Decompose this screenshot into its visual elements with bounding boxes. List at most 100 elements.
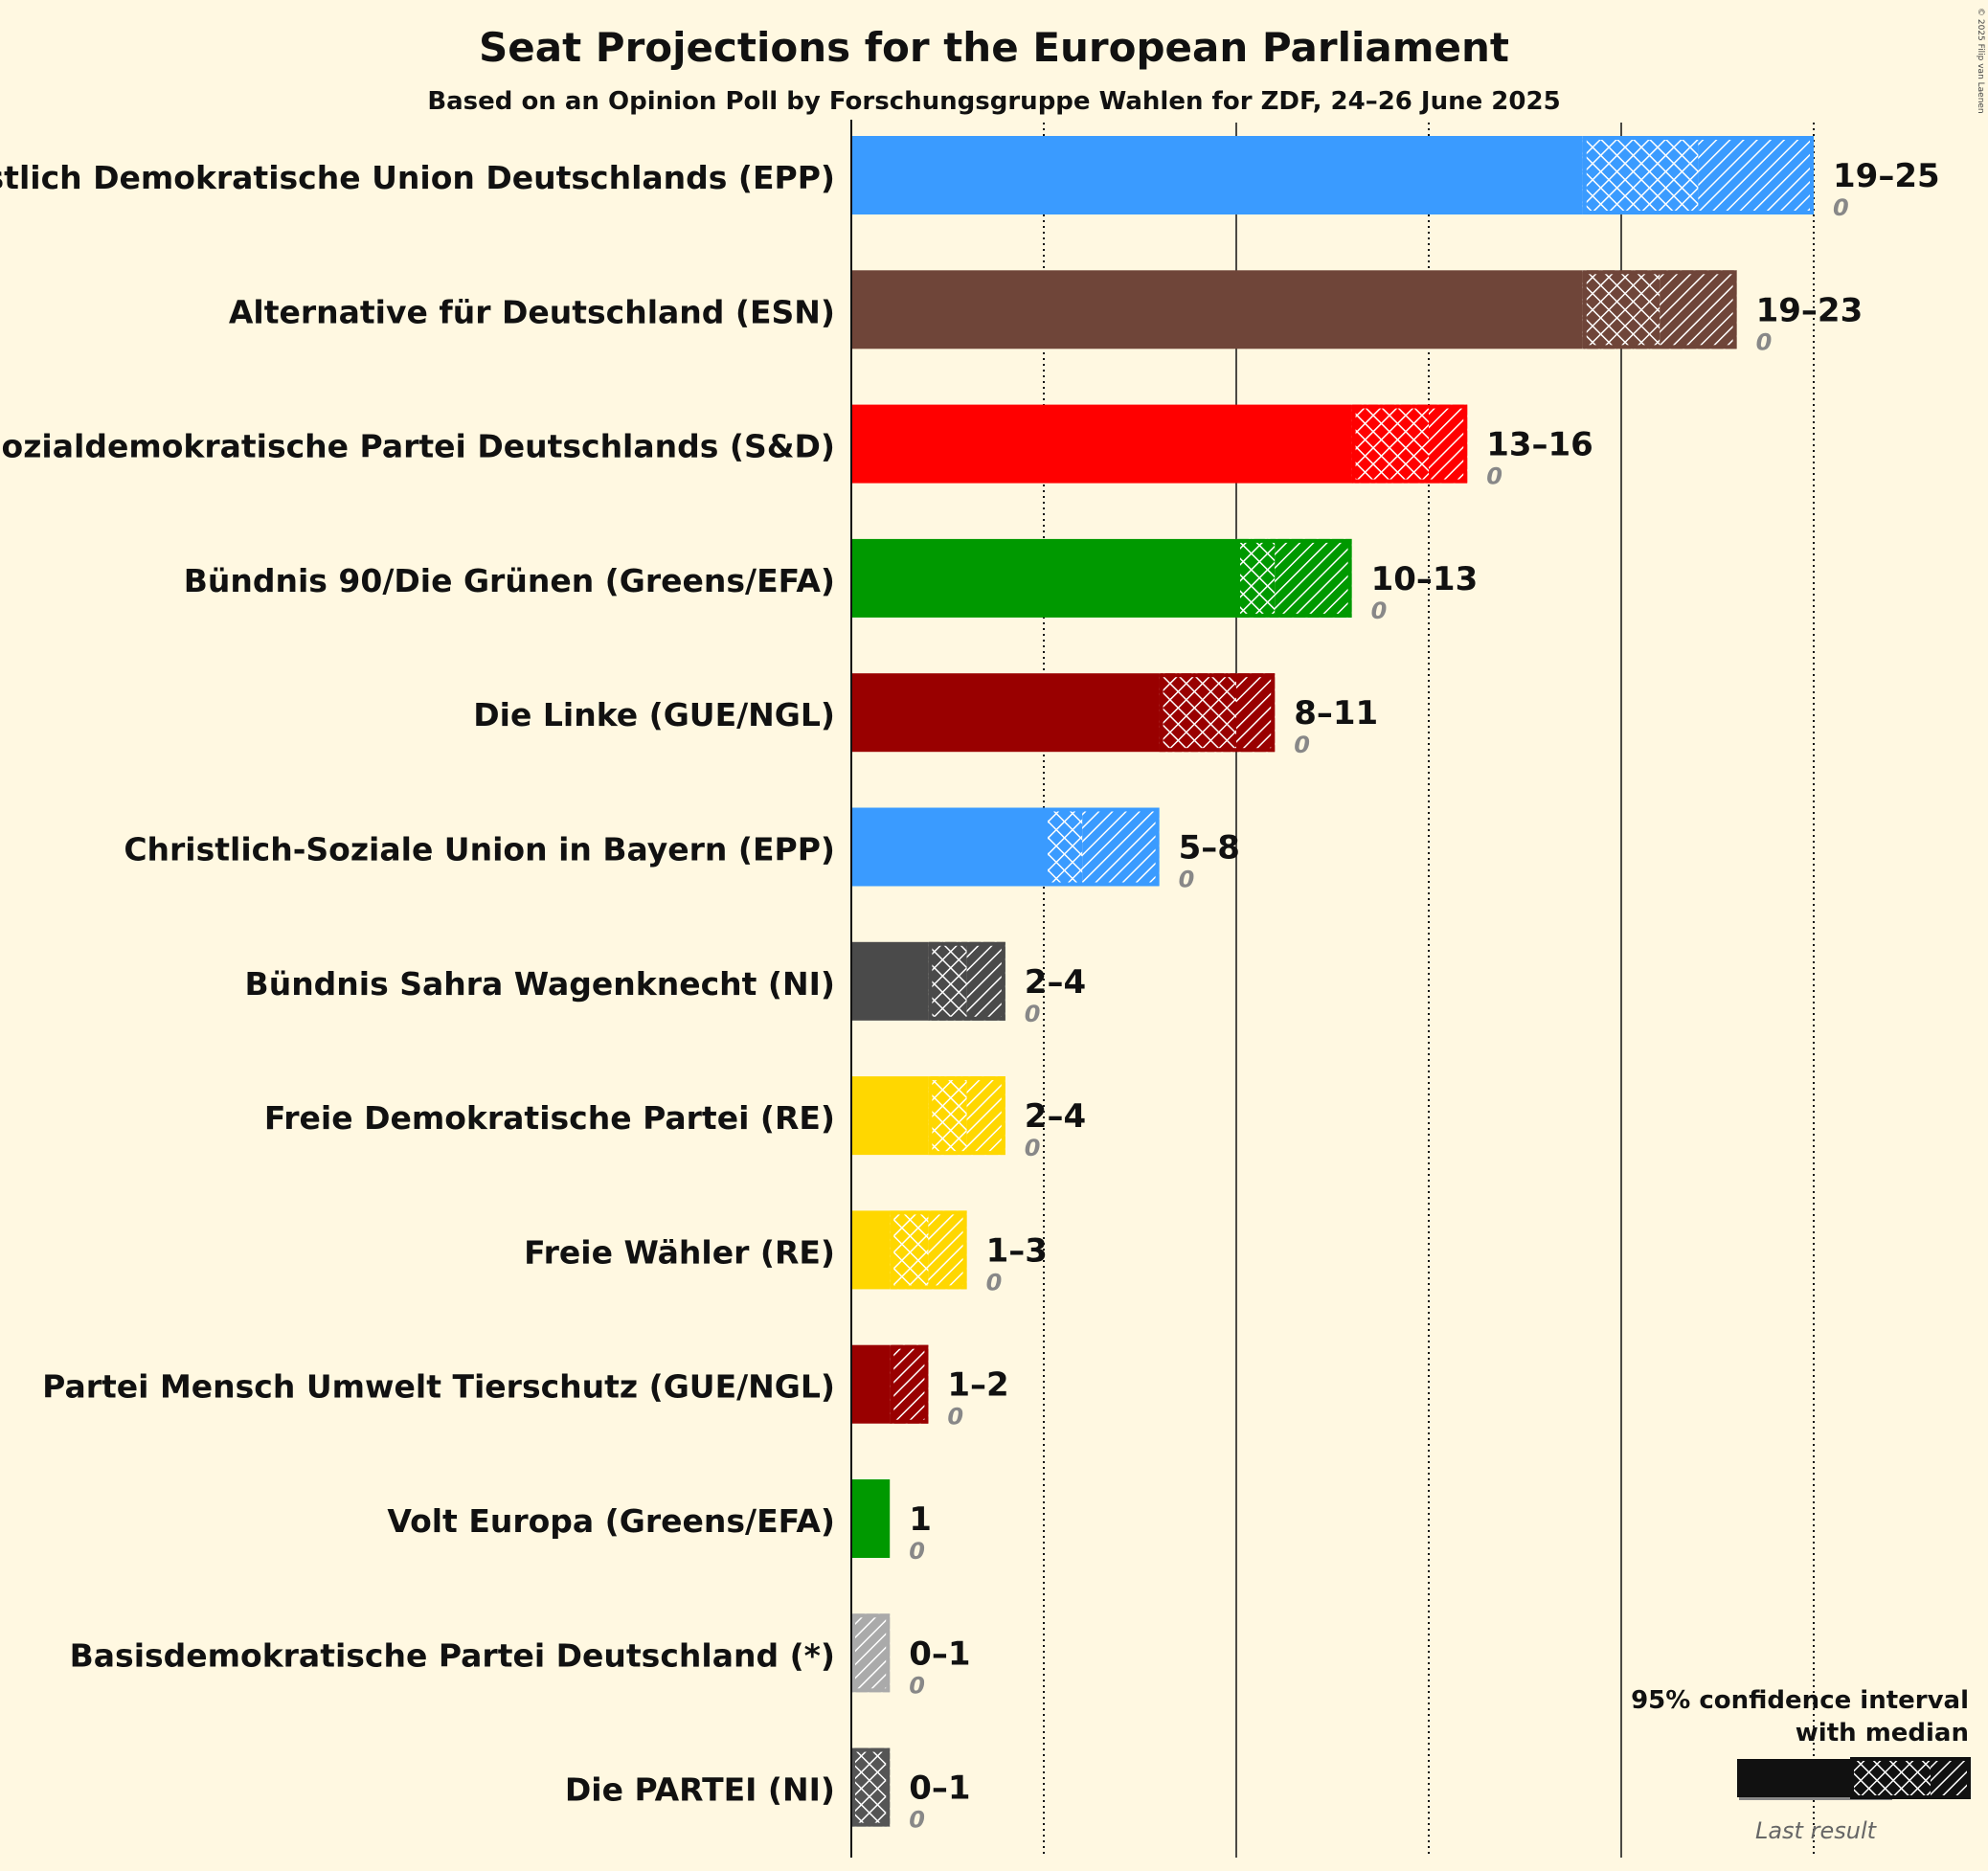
party-row: Christlich-Soziale Union in Bayern (EPP)…: [124, 807, 1240, 893]
bar-interval-outline: [928, 941, 1005, 1021]
last-result-label: 0: [909, 1672, 925, 1699]
last-result-label: 0: [1756, 328, 1773, 355]
range-label: 2–4: [1025, 963, 1086, 1002]
range-label: 2–4: [1025, 1097, 1086, 1136]
party-label: Bündnis 90/Die Grünen (Greens/EFA): [184, 562, 835, 599]
bar-solid: [851, 807, 1044, 887]
party-label: Christlich Demokratische Union Deutschla…: [0, 159, 835, 196]
last-result-label: 0: [1833, 194, 1849, 221]
bar-solid: [851, 941, 929, 1021]
bar-stripes: [1429, 404, 1468, 484]
bar-interval-outline: [1044, 807, 1160, 887]
last-result-label: 0: [1371, 597, 1388, 624]
legend-swatch-outline: [1850, 1757, 1971, 1799]
party-label: Partei Mensch Umwelt Tierschutz (GUE/NGL…: [42, 1368, 835, 1406]
party-label: Volt Europa (Greens/EFA): [387, 1502, 835, 1540]
party-row: Basisdemokratische Partei Deutschland (*…: [70, 1613, 971, 1699]
bar-interval-outline: [851, 1747, 891, 1827]
legend-crosshatch-swatch: [1852, 1759, 1931, 1797]
bar-interval-outline: [1582, 270, 1737, 349]
bar-stripes: [1236, 673, 1276, 753]
last-result-label: 0: [986, 1269, 1003, 1296]
bar-stripes: [1698, 136, 1814, 214]
bar-crosshatch: [928, 941, 967, 1021]
party-row: Bündnis 90/Die Grünen (Greens/EFA) 10–130: [184, 538, 1478, 624]
bar-solid: [851, 673, 1160, 753]
bar-solid: [851, 1076, 929, 1156]
legend-title-line1: 95% confidence interval: [1631, 1686, 1969, 1715]
last-result-label: 0: [1486, 463, 1502, 490]
party-row: Partei Mensch Umwelt Tierschutz (GUE/NGL…: [42, 1344, 1009, 1431]
bar-crosshatch: [890, 1210, 929, 1290]
party-row: Freie Demokratische Partei (RE) 2–40: [264, 1076, 1086, 1161]
chart-subtitle: Based on an Opinion Poll by Forschungsgr…: [427, 87, 1560, 116]
bar-interval-outline: [890, 1344, 929, 1424]
bar-interval-outline: [851, 1613, 891, 1693]
bar-solid: [851, 136, 1583, 214]
party-row: Freie Wähler (RE) 1–30: [524, 1210, 1048, 1296]
last-result-label: 0: [909, 1807, 925, 1834]
legend-stripe-swatch: [1931, 1759, 1969, 1797]
bar-crosshatch: [928, 1076, 967, 1156]
party-row: Die Linke (GUE/NGL) 8–110: [473, 673, 1378, 758]
bar-interval-outline: [928, 1076, 1005, 1156]
party-row: Alternative für Deutschland (ESN) 19–230: [229, 270, 1863, 355]
party-label: Sozialdemokratische Partei Deutschlands …: [0, 428, 835, 465]
party-row: Sozialdemokratische Partei Deutschlands …: [0, 404, 1593, 490]
party-label: Alternative für Deutschland (ESN): [229, 293, 835, 330]
bar-solid: [851, 1210, 891, 1290]
last-result-label: 0: [1025, 1135, 1041, 1161]
range-label: 19–23: [1756, 291, 1864, 329]
range-label: 13–16: [1486, 426, 1593, 464]
party-row: Christlich Demokratische Union Deutschla…: [0, 136, 1940, 221]
party-row: Volt Europa (Greens/EFA) 10: [387, 1479, 932, 1565]
range-label: 8–11: [1294, 694, 1378, 733]
party-label: Die Linke (GUE/NGL): [473, 696, 835, 733]
range-label: 0–1: [909, 1634, 970, 1673]
party-label: Christlich-Soziale Union in Bayern (EPP): [124, 831, 835, 868]
bar-crosshatch: [1236, 538, 1276, 618]
bar-solid: [851, 270, 1583, 349]
party-label: Freie Demokratische Partei (RE): [264, 1099, 835, 1137]
bar-stripes: [1082, 807, 1160, 887]
bars: Christlich Demokratische Union Deutschla…: [0, 136, 1940, 1834]
bar-crosshatch: [1582, 270, 1660, 349]
bar-crosshatch: [1159, 673, 1236, 753]
chart-title: Seat Projections for the European Parlia…: [479, 24, 1509, 71]
party-label: Basisdemokratische Partei Deutschland (*…: [70, 1636, 835, 1674]
bar-crosshatch: [1044, 807, 1083, 887]
bar-stripes: [966, 1076, 1005, 1156]
range-label: 1–2: [947, 1366, 1008, 1405]
last-result-label: 0: [1179, 867, 1195, 893]
range-label: 5–8: [1179, 829, 1240, 868]
bar-stripes: [1660, 270, 1737, 349]
bar-crosshatch: [1351, 404, 1429, 484]
legend-solid-swatch: [1737, 1759, 1852, 1797]
party-row: Die PARTEI (NI) 0–10: [565, 1747, 971, 1834]
bar-interval-outline: [1159, 673, 1276, 753]
last-result-label: 0: [1025, 1001, 1041, 1027]
bar-crosshatch: [1582, 136, 1699, 214]
range-label: 1–3: [986, 1231, 1048, 1270]
bar-stripes: [928, 1210, 967, 1290]
bar-stripes: [966, 941, 1005, 1021]
last-result-label: 0: [909, 1538, 925, 1565]
bar-solid: [851, 404, 1352, 484]
party-row: Bündnis Sahra Wagenknecht (NI) 2–40: [245, 941, 1086, 1027]
last-result-label: 0: [947, 1404, 963, 1431]
party-label: Freie Wähler (RE): [524, 1233, 835, 1271]
bar-stripes: [1275, 538, 1352, 618]
range-label: 1: [909, 1500, 932, 1539]
party-label: Bündnis Sahra Wagenknecht (NI): [245, 965, 835, 1003]
gridlines: [1043, 123, 1815, 1858]
bar-solid: [851, 1344, 891, 1424]
bar-crosshatch: [851, 1747, 891, 1827]
legend: 95% confidence interval with median Last…: [1631, 1686, 1971, 1844]
legend-title-line2: with median: [1796, 1719, 1969, 1747]
bar-interval-outline: [1236, 538, 1352, 618]
bar-stripes: [851, 1613, 891, 1693]
range-label: 0–1: [909, 1770, 970, 1808]
last-result-label: 0: [1294, 732, 1310, 758]
bar-interval-outline: [1351, 404, 1468, 484]
